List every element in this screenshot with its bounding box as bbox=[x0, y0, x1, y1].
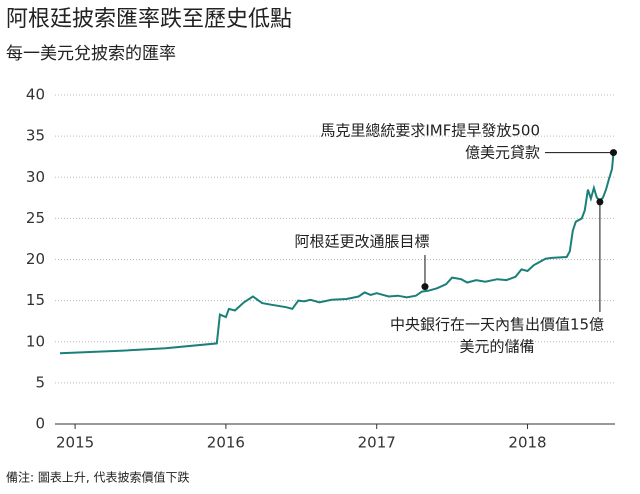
x-tick-label: 2015 bbox=[56, 434, 94, 452]
x-tick-label: 2016 bbox=[207, 434, 245, 452]
annotation-text: 美元的儲備 bbox=[459, 338, 534, 356]
chart-title: 阿根廷披索匯率跌至歷史低點 bbox=[6, 7, 292, 32]
annotation-dot bbox=[596, 198, 604, 206]
y-tick-label: 30 bbox=[26, 168, 45, 186]
chart-subtitle: 每一美元兌披索的匯率 bbox=[6, 44, 176, 64]
annotation-text: 阿根廷更改通脹目標 bbox=[294, 233, 429, 251]
y-tick-label: 20 bbox=[26, 250, 45, 268]
annotation-dot bbox=[609, 149, 617, 157]
annotation-text: 億美元貸款 bbox=[465, 144, 540, 162]
x-tick-label: 2017 bbox=[358, 434, 396, 452]
y-tick-label: 0 bbox=[35, 415, 45, 433]
y-tick-label: 15 bbox=[26, 291, 45, 309]
x-tick-label: 2018 bbox=[508, 434, 546, 452]
series-line bbox=[59, 152, 615, 355]
y-tick-label: 25 bbox=[26, 209, 45, 227]
annotation-dot bbox=[421, 283, 429, 291]
y-tick-label: 10 bbox=[26, 332, 45, 350]
y-tick-label: 5 bbox=[35, 373, 45, 391]
y-tick-label: 40 bbox=[26, 86, 45, 104]
y-tick-label: 35 bbox=[26, 127, 45, 145]
footnote: 備注: 圖表上升, 代表披索價值下跌 bbox=[6, 470, 190, 485]
annotation-text: 中央銀行在一天內售出價值15億 bbox=[390, 316, 604, 334]
annotation-text: 馬克里總統要求IMF提早發放500 bbox=[320, 122, 540, 140]
